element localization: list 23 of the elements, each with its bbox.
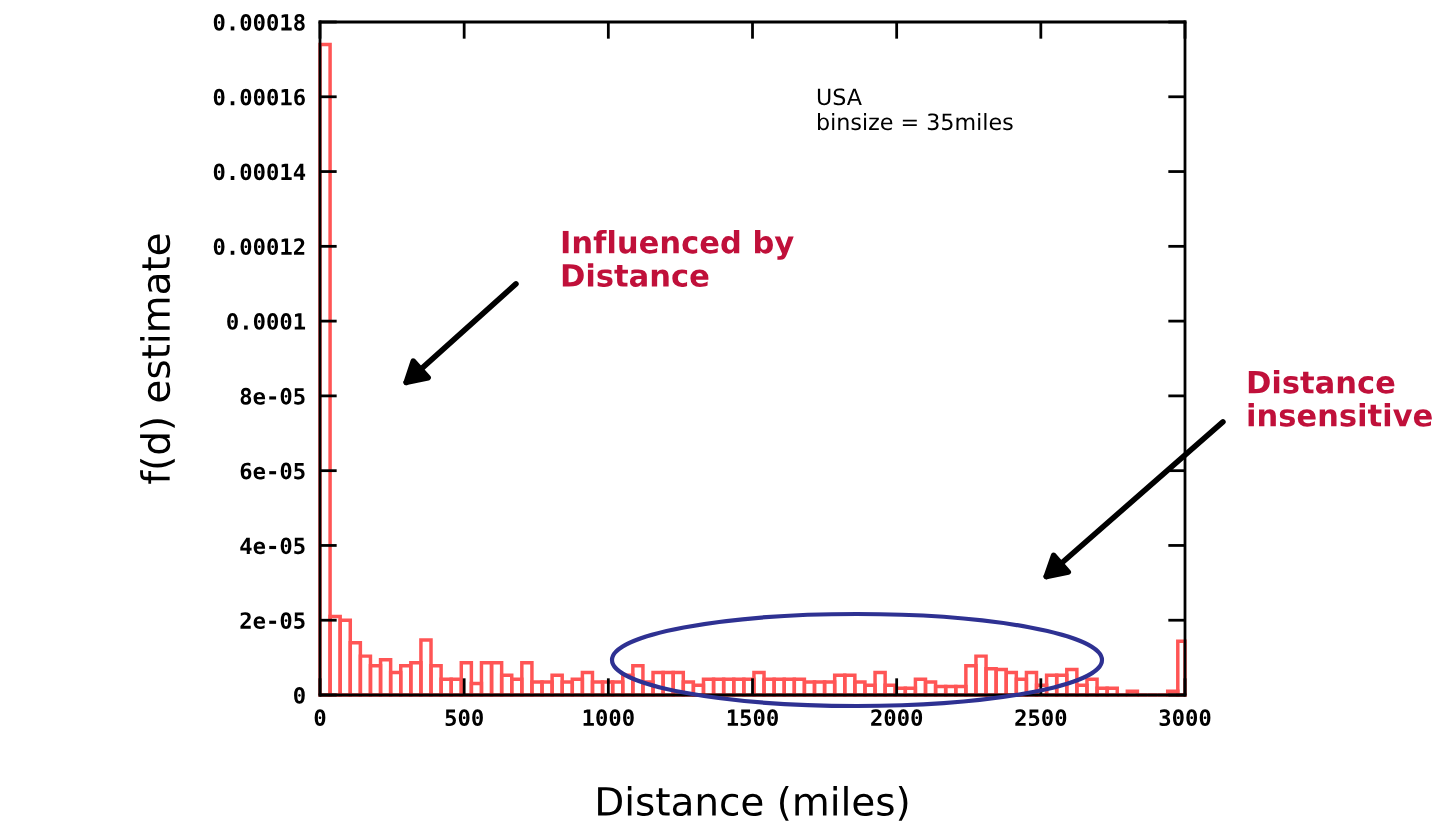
y-tick-label: 0.00018 — [213, 13, 305, 31]
x-tick-label: 2500 — [1015, 709, 1067, 727]
text: Distance insensitive — [1248, 370, 1432, 427]
y-tick-label: 6e-05 — [240, 462, 305, 480]
annotation: binsize = 35miles — [818, 113, 1013, 131]
x-tick-label: 2000 — [871, 709, 923, 727]
x-axis-title: Distance (miles) — [598, 785, 908, 821]
y-tick-label: 0.0001 — [227, 313, 306, 330]
x-tick-label: 1000 — [583, 709, 634, 727]
y-tick-label: 2e-05 — [240, 612, 305, 629]
x-tick-label: 3000 — [1159, 709, 1211, 727]
y-tick-label: 0 — [294, 686, 305, 704]
annotation: USA — [817, 88, 862, 106]
x-tick-label: 500 — [445, 709, 483, 727]
annotation: Influenced by Distance — [562, 230, 794, 287]
y-tick-label: 0.00014 — [213, 163, 306, 181]
y-axis-title: f(d) estimate — [140, 234, 175, 484]
x-tick-label: 1500 — [727, 709, 778, 727]
y-tick-label: 0.00012 — [213, 238, 305, 256]
y-tick-label: 4e-05 — [240, 537, 305, 555]
y-tick-label: 8e-05 — [240, 387, 305, 405]
y-tick-label: 0.00016 — [213, 88, 305, 106]
x-tick-label: 0 — [314, 709, 326, 727]
